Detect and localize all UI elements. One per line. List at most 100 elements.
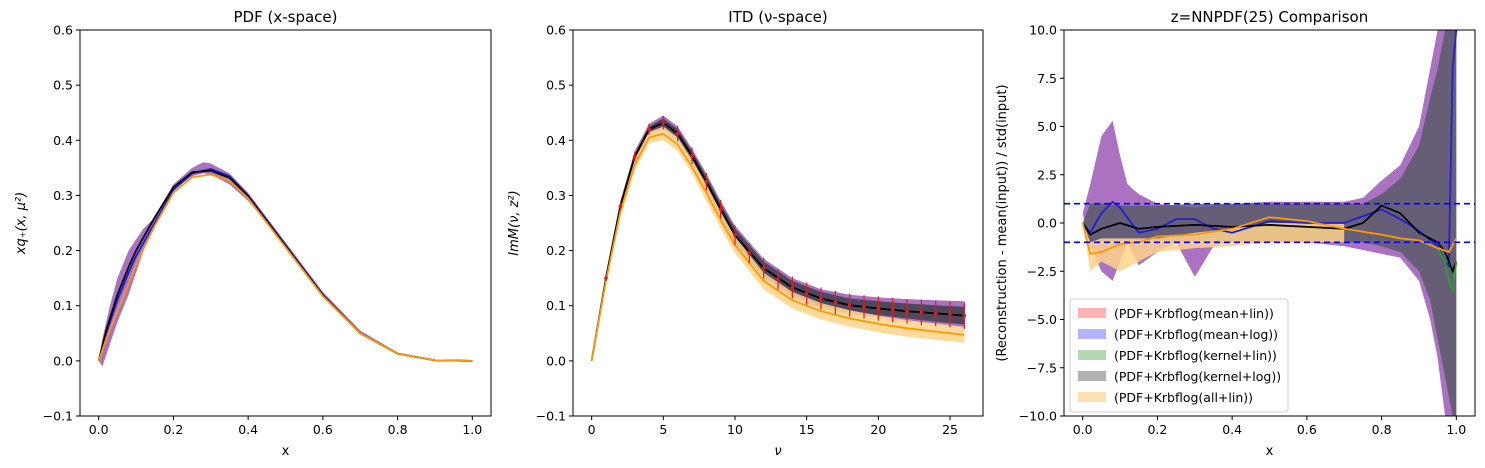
series-line-4 [590, 132, 965, 362]
data-point [733, 233, 737, 237]
axes-frame [572, 29, 984, 417]
series-line-5 [1436, 247, 1458, 291]
y-tick-label: −10.0 [1019, 409, 1057, 424]
series-band-0 [98, 162, 473, 367]
x-tick-label: 25 [942, 422, 958, 437]
legend-swatch [1078, 392, 1106, 402]
data-point [948, 312, 952, 317]
data-point [890, 308, 895, 312]
y-tick-label: 0.0 [1037, 216, 1057, 231]
x-tick-label: 1.0 [462, 422, 482, 437]
x-tick-label: 0.0 [89, 422, 109, 437]
series-band-2 [591, 126, 965, 361]
y-axis-label: ImM(ν, z²) [507, 190, 522, 255]
data-point [790, 285, 795, 290]
data-point [661, 120, 666, 125]
data-point [905, 309, 909, 314]
legend: (PDF+Krbflog(mean+lin)) (PDF+Krbflog(mean… [1069, 298, 1289, 413]
data-point [718, 207, 723, 212]
y-tick-label: 0.2 [53, 243, 73, 258]
panel-3: 0.0 0.2 0.4 0.6 0.8 1.0 −10.0 −7.5 −5.0 −2.5 0.0 2.… [995, 8, 1476, 459]
data-point [862, 305, 866, 309]
legend-label: (PDF+Krbflog(all+lin)) [1114, 390, 1253, 405]
y-tick-label: 0.5 [546, 78, 566, 93]
x-tick-label: 0 [588, 422, 596, 437]
x-tick-label: 15 [799, 422, 815, 437]
data-point [618, 204, 623, 209]
data-point [804, 291, 809, 296]
series-line-1 [97, 168, 473, 362]
y-tick-label: 10.0 [1029, 23, 1057, 38]
x-tick-label: 0.2 [163, 422, 183, 437]
x-tick-label: 0.6 [313, 422, 333, 437]
data-point [647, 127, 651, 132]
legend-frame [1069, 298, 1289, 413]
y-tick-label: 0.1 [53, 298, 73, 313]
legend-label: (PDF+Krbflog(kernel+log)) [1114, 369, 1281, 384]
data-point [933, 311, 938, 316]
legend-label: (PDF+Krbflog(mean+log)) [1114, 327, 1278, 342]
data-point [962, 313, 967, 318]
y-tick-label: 0.5 [53, 78, 73, 93]
y-tick-label: 0.4 [546, 133, 566, 148]
chart-title: PDF (x-space) [234, 8, 338, 26]
plot-area [1064, 30, 1475, 416]
data-point [632, 155, 637, 159]
chart-title: z=NNPDF(25) Comparison [1171, 8, 1368, 26]
series-band-2 [1082, 223, 1345, 272]
y-tick-label: 5.0 [1037, 119, 1057, 134]
x-tick-label: 0.4 [238, 422, 258, 437]
data-point [761, 266, 766, 271]
x-axis-label: x [282, 444, 290, 459]
x-tick-label: 10 [727, 422, 743, 437]
y-tick-label: −0.1 [43, 409, 73, 424]
legend-swatch [1078, 308, 1106, 318]
data-point [604, 276, 608, 280]
legend-label: (PDF+Krbflog(kernel+lin)) [1114, 348, 1277, 363]
axes-frame [79, 29, 492, 417]
y-tick-label: 0.4 [53, 133, 73, 148]
y-tick-label: 7.5 [1037, 71, 1057, 86]
y-tick-label: 0.2 [546, 243, 566, 258]
x-tick-label: 0.8 [388, 422, 408, 437]
y-tick-label: 0.0 [53, 353, 73, 368]
data-point [675, 131, 680, 136]
y-tick-label: 0.6 [53, 23, 73, 38]
y-axis-label: (Reconstruction - mean(input)) / std(inp… [995, 84, 1010, 361]
y-axis-label: xq₊(x, μ²) [14, 192, 29, 255]
panel-2: 0 5 10 15 20 25 −0.1 0.0 0.1 0.2 0.3 0.4 0.5 0.6 ITD (… [507, 8, 984, 459]
series-line-2 [97, 169, 473, 362]
legend-label: (PDF+Krbflog(mean+lin)) [1114, 306, 1274, 321]
legend-swatch [1078, 329, 1106, 339]
legend-swatch [1078, 350, 1106, 360]
y-tick-label: 0.0 [546, 353, 566, 368]
series-line-6 [1081, 216, 1458, 255]
panel-1: 0.0 0.2 0.4 0.6 0.8 1.0 −0.1 0.0 0.1 0.2 0.3 0.4 0.5… [14, 8, 492, 459]
x-tick-label: 20 [870, 422, 886, 437]
data-point [847, 303, 852, 307]
data-point [747, 251, 752, 256]
y-tick-label: 0.1 [546, 298, 566, 313]
series-band-0 [591, 115, 965, 361]
y-tick-label: −0.1 [536, 409, 566, 424]
x-tick-label: 0.8 [1372, 422, 1392, 437]
data-point [776, 277, 780, 282]
y-tick-label: 0.3 [53, 188, 73, 203]
plot-area [590, 115, 967, 362]
y-tick-label: −2.5 [1027, 264, 1057, 279]
data-point [833, 300, 838, 305]
x-tick-label: 0.4 [1222, 422, 1242, 437]
x-tick-label: 0.6 [1297, 422, 1317, 437]
y-tick-label: 0.3 [546, 188, 566, 203]
data-point [876, 306, 881, 311]
data-point [919, 310, 924, 315]
x-tick-label: 0.0 [1073, 422, 1093, 437]
x-axis-label: ν [774, 444, 781, 459]
y-tick-label: −5.0 [1027, 312, 1057, 327]
data-point [704, 179, 709, 184]
y-tick-label: 0.6 [546, 23, 566, 38]
x-tick-label: 0.2 [1147, 422, 1167, 437]
chart-title: ITD (ν-space) [728, 8, 827, 26]
y-tick-label: 2.5 [1037, 167, 1057, 182]
